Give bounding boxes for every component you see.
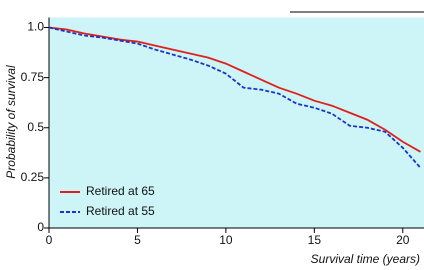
y-axis-label: Probability of survival (4, 65, 18, 179)
x-tick-label: 15 (308, 233, 322, 247)
x-axis-label: Survival time (years) (311, 252, 420, 266)
y-tick-label: 0 (37, 220, 44, 234)
x-tick-label: 10 (219, 233, 233, 247)
x-tick-label: 0 (46, 233, 53, 247)
plot-background (49, 17, 424, 228)
y-tick-label: 0.75 (21, 70, 45, 84)
x-tick-label: 20 (396, 233, 410, 247)
y-tick-label: 0.25 (21, 170, 45, 184)
series-line (48, 26, 421, 153)
series-line (48, 26, 422, 169)
legend-label: Retired at 65 (86, 184, 155, 198)
y-tick-label: 0.5 (27, 120, 44, 134)
y-tick-label: 1.0 (27, 20, 44, 34)
x-tick-label: 5 (134, 233, 141, 247)
legend-label: Retired at 55 (86, 204, 155, 218)
